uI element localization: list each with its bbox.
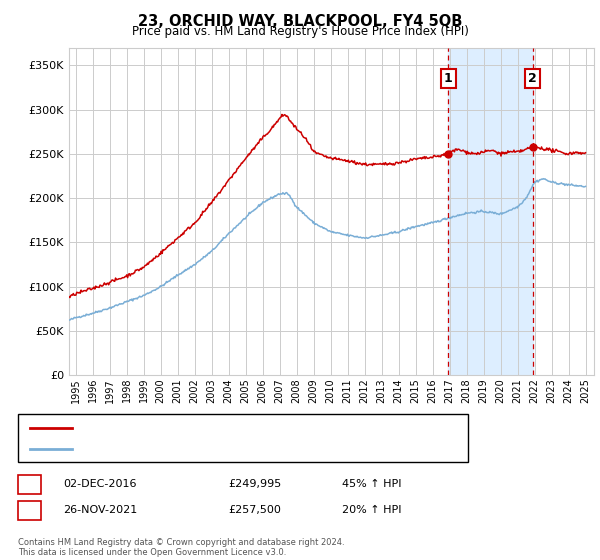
Text: £249,995: £249,995 — [228, 479, 281, 489]
Text: 26-NOV-2021: 26-NOV-2021 — [63, 505, 137, 515]
Text: 1: 1 — [26, 479, 33, 489]
Text: 02-DEC-2016: 02-DEC-2016 — [63, 479, 137, 489]
Text: 1: 1 — [444, 72, 452, 85]
Text: 23, ORCHID WAY, BLACKPOOL, FY4 5QB (detached house): 23, ORCHID WAY, BLACKPOOL, FY4 5QB (deta… — [81, 423, 382, 433]
Text: £257,500: £257,500 — [228, 505, 281, 515]
Text: 20% ↑ HPI: 20% ↑ HPI — [342, 505, 401, 515]
Text: Price paid vs. HM Land Registry's House Price Index (HPI): Price paid vs. HM Land Registry's House … — [131, 25, 469, 38]
Text: 45% ↑ HPI: 45% ↑ HPI — [342, 479, 401, 489]
Bar — [448, 48, 533, 375]
Text: 23, ORCHID WAY, BLACKPOOL, FY4 5QB: 23, ORCHID WAY, BLACKPOOL, FY4 5QB — [138, 14, 462, 29]
Text: 2: 2 — [26, 505, 33, 515]
Text: HPI: Average price, detached house, Blackpool: HPI: Average price, detached house, Blac… — [81, 444, 325, 454]
Text: Contains HM Land Registry data © Crown copyright and database right 2024.
This d: Contains HM Land Registry data © Crown c… — [18, 538, 344, 557]
Text: 2: 2 — [529, 72, 537, 85]
